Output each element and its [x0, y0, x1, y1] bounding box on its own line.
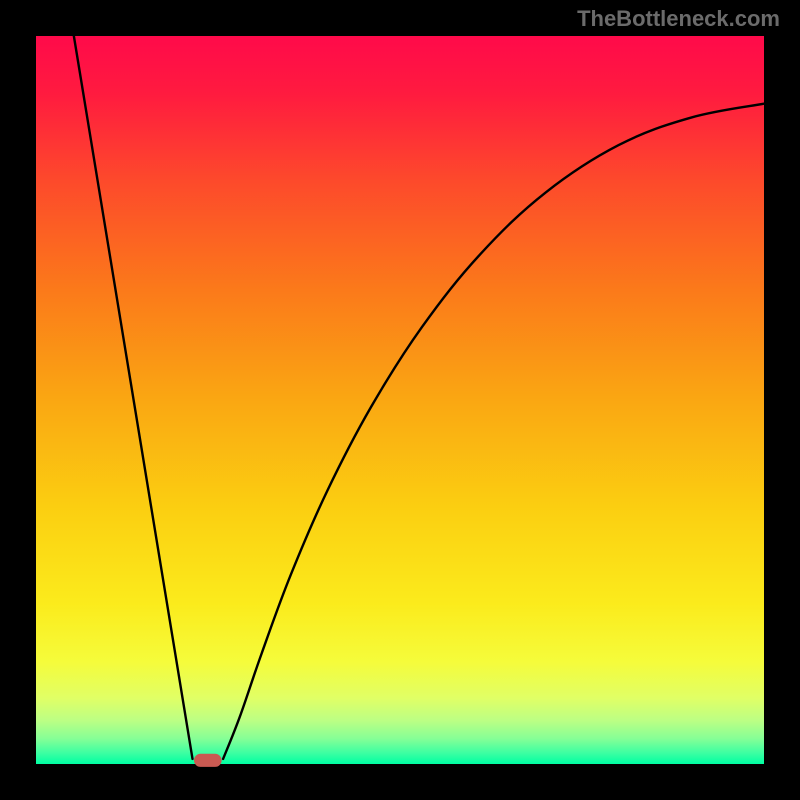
- bottleneck-chart: [0, 0, 800, 800]
- plot-background: [36, 36, 764, 764]
- chart-container: TheBottleneck.com: [0, 0, 800, 800]
- optimal-marker: [194, 754, 222, 767]
- watermark-text: TheBottleneck.com: [577, 6, 780, 32]
